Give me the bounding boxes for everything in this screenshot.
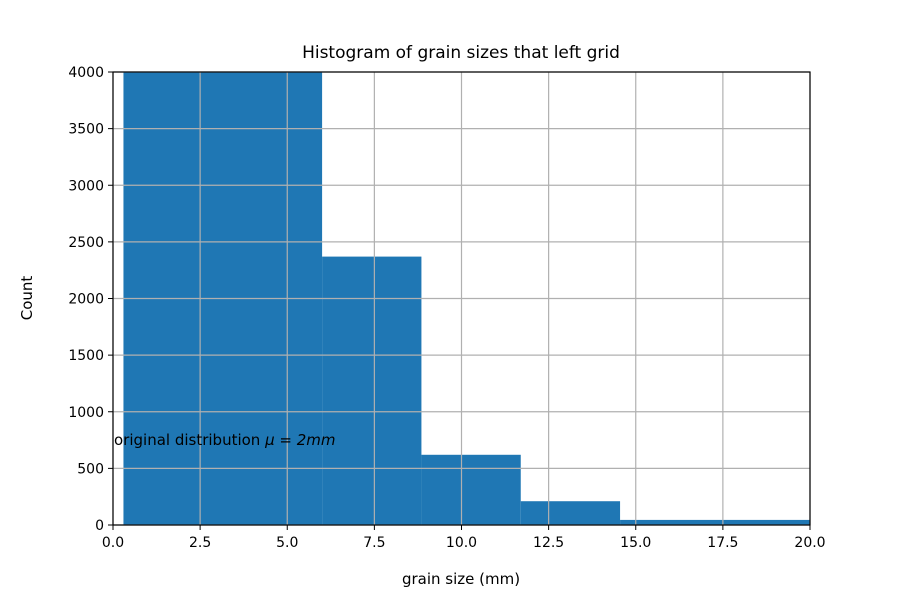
distribution-annotation: original distribution μ = 2mm	[114, 431, 336, 449]
y-tick-label: 2500	[68, 235, 104, 251]
y-tick-label: 3000	[68, 178, 104, 194]
x-axis-ticks: 0.0 2.5 5.0 7.5 10.0 12.5 15.0 17.5 20.0	[102, 525, 826, 551]
x-tick-label: 0.0	[102, 535, 124, 551]
x-tick-label: 10.0	[446, 535, 477, 551]
x-tick-label: 20.0	[794, 535, 825, 551]
x-tick-label: 5.0	[276, 535, 298, 551]
y-tick-label: 1500	[68, 348, 104, 364]
histogram-bar-1	[322, 256, 422, 525]
x-axis-label: grain size (mm)	[402, 570, 520, 588]
annotation-math: μ = 2mm	[264, 431, 335, 449]
histogram-bar-4	[620, 519, 810, 525]
chart-title: Histogram of grain sizes that left grid	[302, 43, 620, 63]
y-tick-label: 2000	[68, 292, 104, 308]
y-axis-label: Count	[18, 276, 36, 321]
x-tick-label: 17.5	[707, 535, 738, 551]
x-tick-label: 15.0	[620, 535, 651, 551]
x-tick-label: 2.5	[189, 535, 211, 551]
y-axis-ticks: 0 500 1000 1500 2000 2500 3000 3500 4000	[68, 65, 113, 534]
y-tick-label: 1000	[68, 405, 104, 421]
y-tick-label: 4000	[68, 65, 104, 81]
annotation-prefix: original distribution	[114, 431, 265, 449]
y-tick-label: 0	[95, 518, 104, 534]
histogram-bar-3	[520, 501, 621, 525]
x-tick-label: 7.5	[363, 535, 385, 551]
y-tick-label: 500	[77, 461, 104, 477]
histogram-bar-2	[421, 454, 521, 525]
y-tick-label: 3500	[68, 122, 104, 138]
x-tick-label: 12.5	[533, 535, 564, 551]
